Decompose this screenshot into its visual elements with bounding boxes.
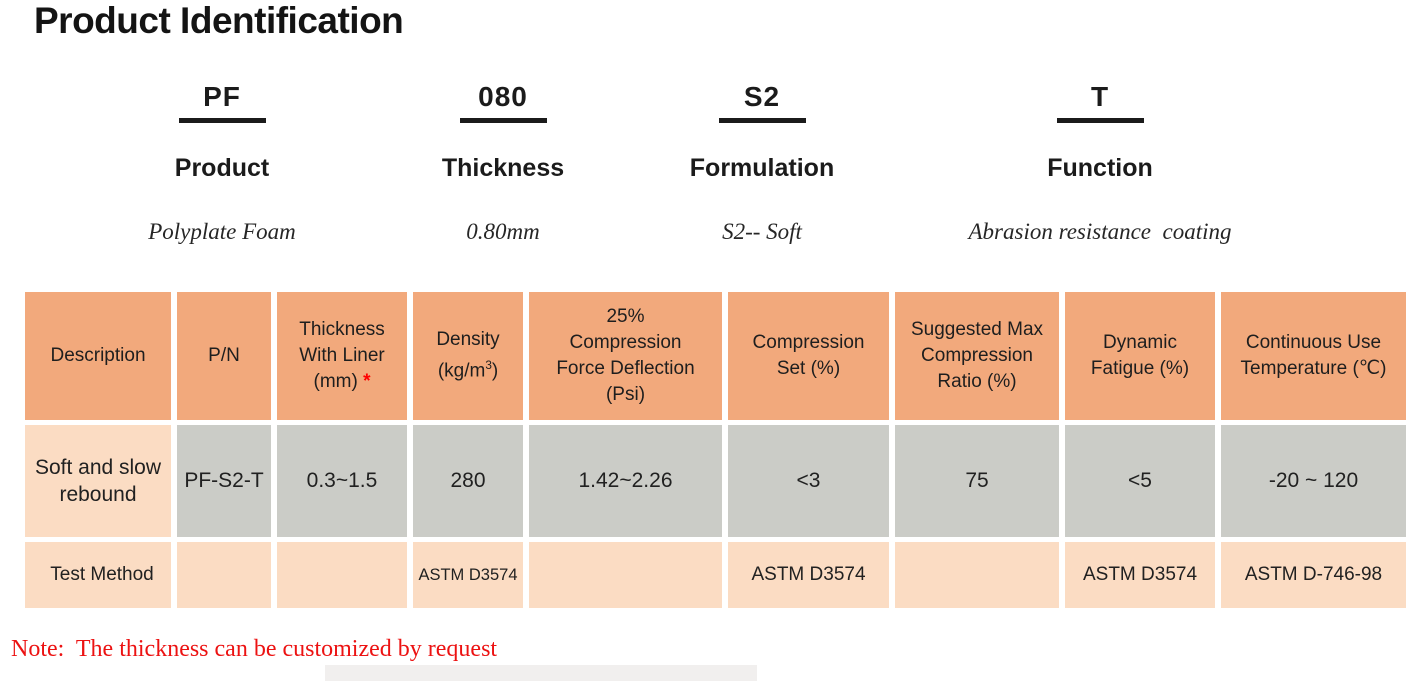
header-cell: Dynamic Fatigue (%) [1065, 292, 1215, 420]
data-cell: 75 [895, 425, 1059, 537]
data-cell: 280 [413, 425, 523, 537]
header-cell: Compression Set (%) [728, 292, 889, 420]
code-value: S2 [743, 81, 781, 112]
code-description: Abrasion resistance coating [968, 219, 1232, 244]
data-cell: ASTM D3574 [413, 542, 523, 608]
code-description: Polyplate Foam [148, 219, 296, 244]
code-column-pf: PF Product Polyplate Foam [22, 82, 422, 245]
data-cell [277, 542, 407, 608]
test-method-row: Test Method ASTM D3574 ASTM D3574 ASTM D357… [25, 542, 1406, 608]
data-cell [895, 542, 1059, 608]
code-category-label: Thickness [441, 154, 565, 182]
row-label-cell: Test Method [25, 542, 171, 608]
code-value: T [1090, 81, 1110, 112]
code-underline [178, 118, 266, 123]
code-column-t: T Function Abrasion resistance coating [900, 82, 1300, 245]
data-cell [177, 542, 271, 608]
product-row: Soft and slow rebound PF-S2-T 0.3~1.5 280 1.… [25, 425, 1406, 537]
data-cell: <5 [1065, 425, 1215, 537]
code-description: 0.80mm [466, 219, 540, 244]
header-cell: Suggested Max Compression Ratio (%) [895, 292, 1059, 420]
required-asterisk: * [363, 371, 371, 392]
header-cell: P/N [177, 292, 271, 420]
code-underline [718, 118, 806, 123]
thickness-note: Note: The thickness can be customized by… [11, 636, 498, 662]
row-label-cell: Soft and slow rebound [25, 425, 171, 537]
data-cell: ASTM D3574 [728, 542, 889, 608]
code-category-label: Function [1047, 154, 1153, 182]
header-cell: Thickness With Liner (mm) * [277, 292, 407, 420]
code-column-s2: S2 Formulation S2-- Soft [562, 82, 962, 245]
header-cell: Continuous Use Temperature (℃) [1221, 292, 1406, 420]
code-value: 080 [478, 81, 528, 112]
header-cell: Density (kg/m3) [413, 292, 523, 420]
data-cell: <3 [728, 425, 889, 537]
code-underline [459, 118, 547, 123]
header-cell: 25% Compression Force Deflection (Psi) [529, 292, 722, 420]
data-cell: ASTM D-746-98 [1221, 542, 1406, 608]
header-cell: Description [25, 292, 171, 420]
data-cell: ASTM D3574 [1065, 542, 1215, 608]
code-description: S2-- Soft [722, 219, 802, 244]
code-underline [1056, 118, 1144, 123]
code-column-080: 080 Thickness 0.80mm [303, 82, 703, 245]
data-cell: -20 ~ 120 [1221, 425, 1406, 537]
code-value: PF [203, 81, 241, 112]
header-row: Description P/N Thickness With Liner (mm) * D… [25, 292, 1406, 420]
page-title: Product Identification [34, 0, 404, 41]
code-category-label: Product [174, 154, 270, 182]
next-section-strip [325, 665, 757, 681]
code-category-label: Formulation [689, 154, 835, 182]
data-cell: 0.3~1.5 [277, 425, 407, 537]
data-cell [529, 542, 722, 608]
data-cell: PF-S2-T [177, 425, 271, 537]
data-cell: 1.42~2.26 [529, 425, 722, 537]
spec-table: Description P/N Thickness With Liner (mm) * D… [19, 287, 1412, 613]
